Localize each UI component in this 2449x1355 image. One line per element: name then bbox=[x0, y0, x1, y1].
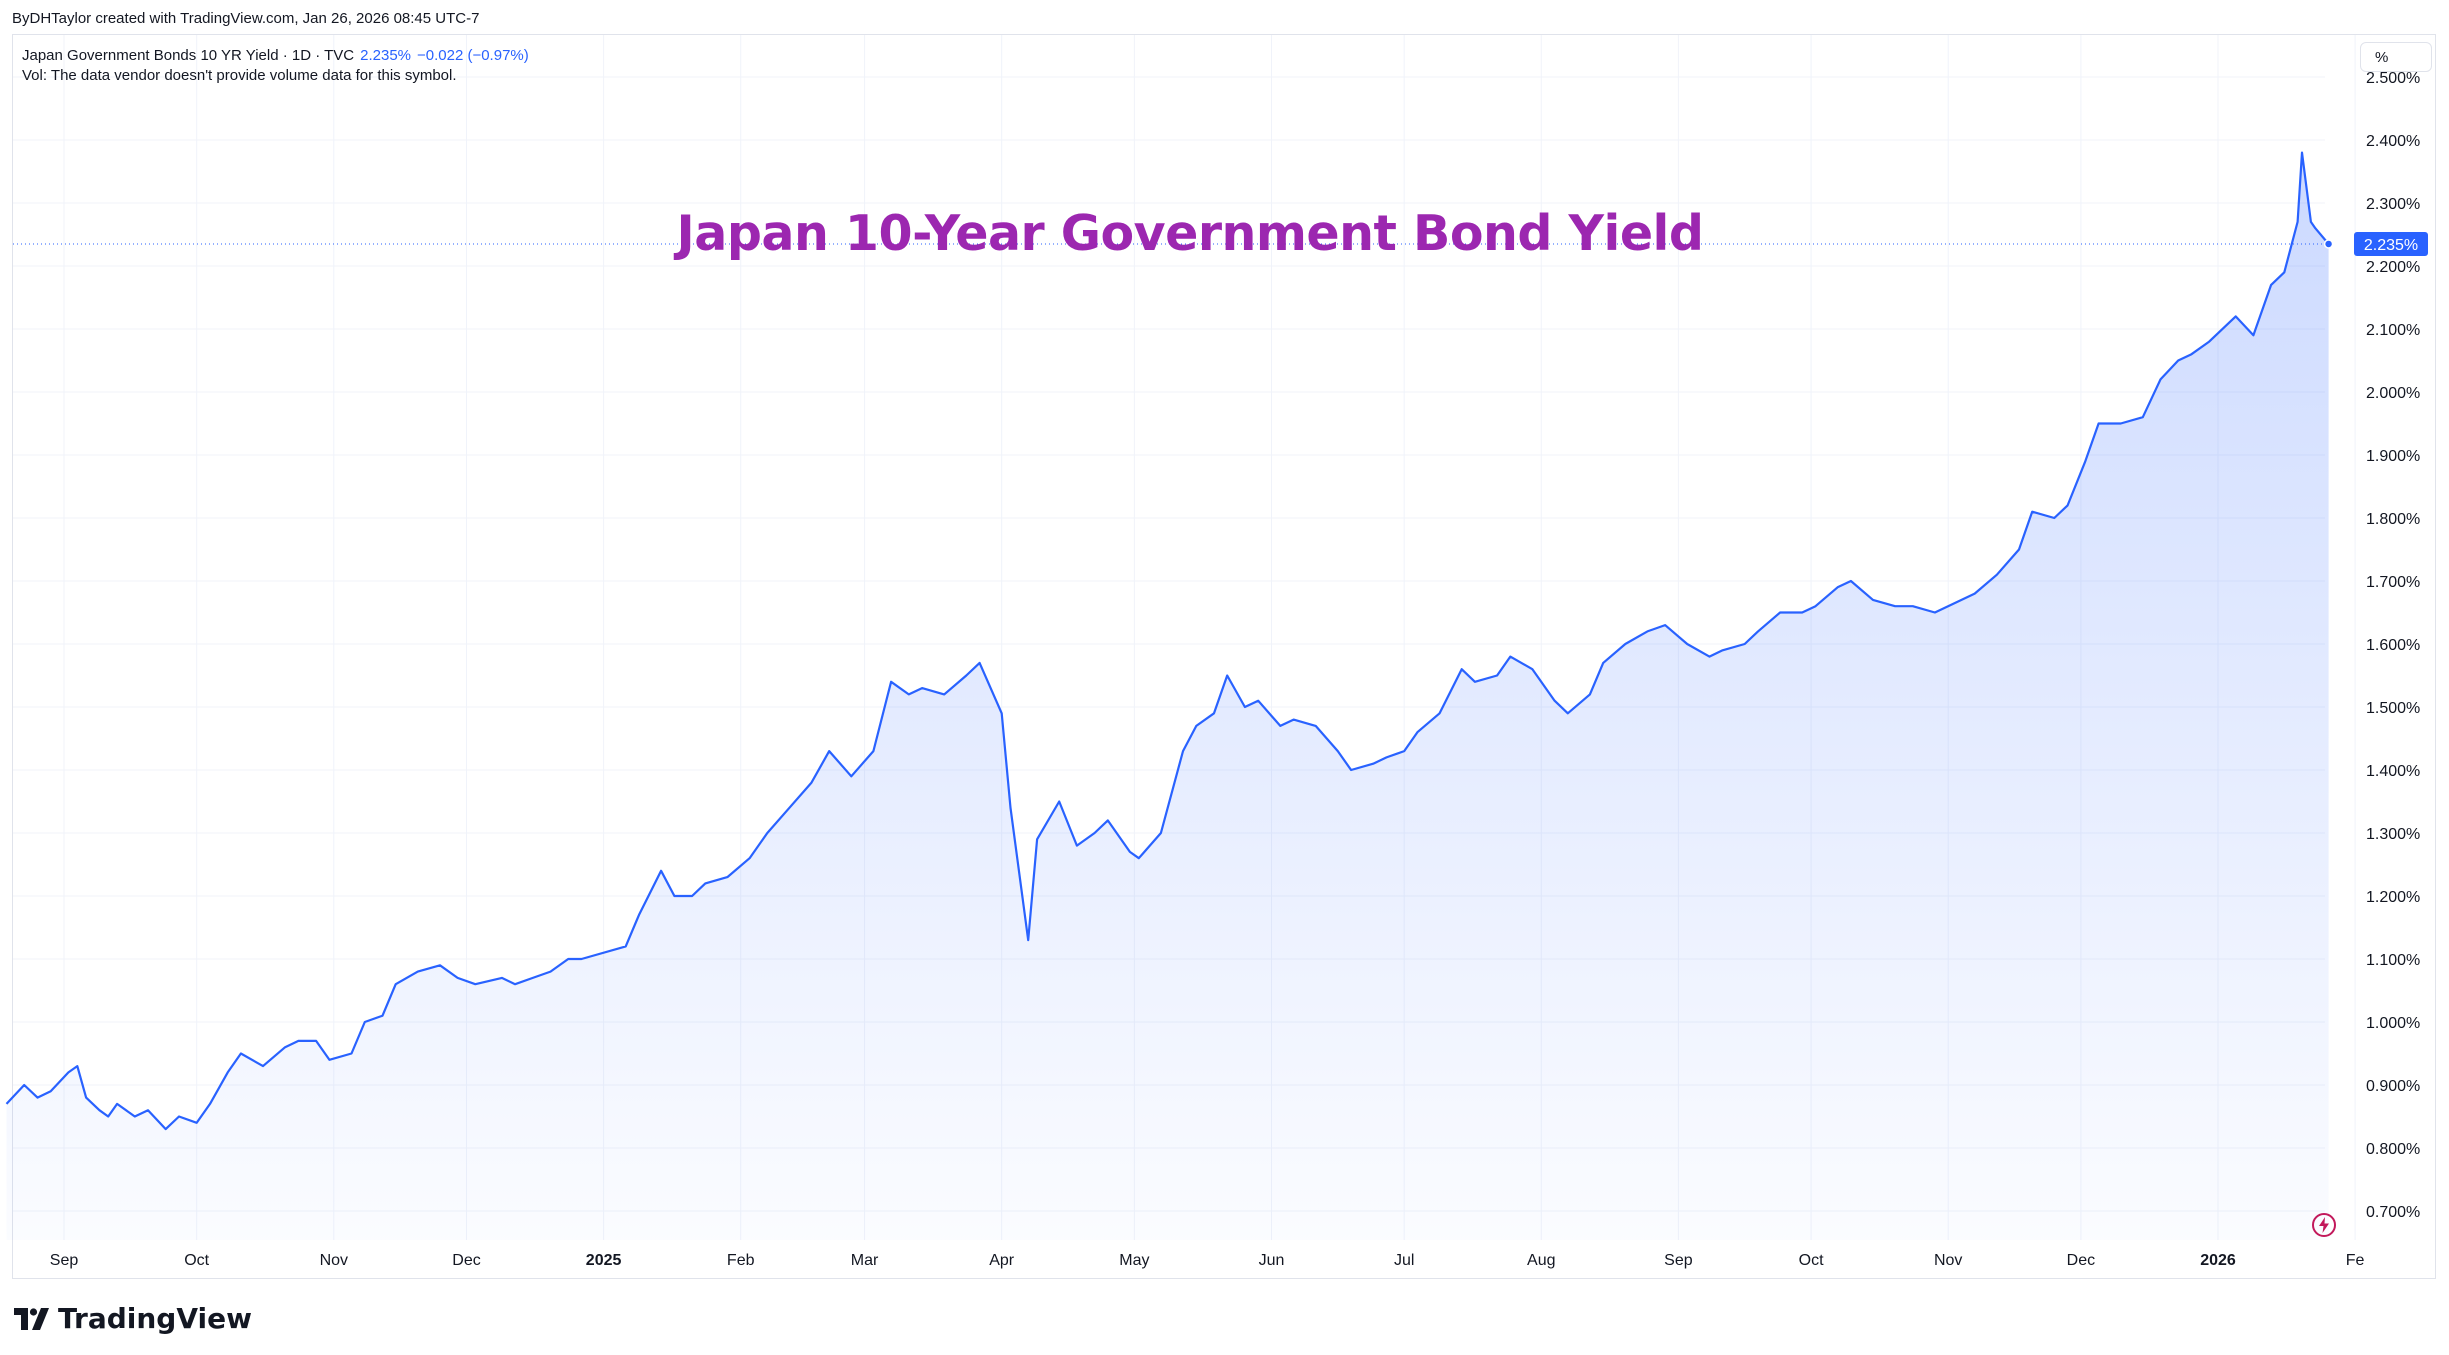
brand-name: TradingView bbox=[58, 1302, 252, 1335]
symbol-description[interactable]: Japan Government Bonds 10 YR Yield · 1D … bbox=[22, 47, 355, 64]
x-tick-label: Apr bbox=[989, 1252, 1015, 1269]
area-layer bbox=[5, 151, 2330, 1241]
tradingview-logo[interactable]: TradingView bbox=[14, 1302, 252, 1335]
chart-title: Japan 10-Year Government Bond Yield bbox=[676, 205, 1704, 262]
y-tick-label: 0.700% bbox=[2366, 1204, 2420, 1221]
y-tick-label: 2.100% bbox=[2366, 322, 2420, 339]
x-tick-label: Feb bbox=[727, 1252, 755, 1269]
x-tick-label: Dec bbox=[2067, 1252, 2095, 1269]
x-tick-label: May bbox=[1119, 1252, 1149, 1269]
x-tick-label: Fe bbox=[2346, 1252, 2365, 1269]
x-tick-label: Mar bbox=[851, 1252, 879, 1269]
y-tick-label: 0.800% bbox=[2366, 1141, 2420, 1158]
y-tick-label: 1.600% bbox=[2366, 637, 2420, 654]
x-tick-label: Oct bbox=[184, 1252, 209, 1269]
x-axis[interactable]: Sep Oct Nov Dec 2025 Feb Mar Apr May Jun Jul Aug Sep… bbox=[50, 1252, 2365, 1269]
y-tick-label: 1.200% bbox=[2366, 889, 2420, 906]
y-tick-label: 0.900% bbox=[2366, 1078, 2420, 1095]
y-tick-label: 1.400% bbox=[2366, 763, 2420, 780]
x-tick-label: Oct bbox=[1799, 1252, 1824, 1269]
x-tick-label: Nov bbox=[320, 1252, 348, 1269]
last-price-label: 2.235% bbox=[2364, 237, 2418, 254]
y-tick-label: 1.500% bbox=[2366, 700, 2420, 717]
y-tick-label: 1.300% bbox=[2366, 826, 2420, 843]
x-tick-label: Nov bbox=[1934, 1252, 1962, 1269]
last-price-badge bbox=[2354, 231, 2428, 256]
chart-credit: ByDHTaylor created with TradingView.com,… bbox=[12, 10, 480, 27]
y-tick-label: 2.300% bbox=[2366, 196, 2420, 213]
legend-price: 2.235% bbox=[360, 47, 411, 64]
yield-area-fill bbox=[6, 152, 2329, 1241]
y-tick-label: 2.500% bbox=[2366, 70, 2420, 87]
y-tick-label: 1.900% bbox=[2366, 448, 2420, 465]
y-tick-label: 2.000% bbox=[2366, 385, 2420, 402]
x-tick-label: Dec bbox=[452, 1252, 480, 1269]
yield-series-line[interactable] bbox=[5, 151, 2330, 1131]
x-tick-label: 2026 bbox=[2200, 1252, 2236, 1269]
x-tick-label: Sep bbox=[50, 1252, 79, 1269]
y-tick-label: 1.800% bbox=[2366, 511, 2420, 528]
x-tick-label: Aug bbox=[1527, 1252, 1555, 1269]
y-tick-label: 1.700% bbox=[2366, 574, 2420, 591]
x-tick-label: 2025 bbox=[586, 1252, 622, 1269]
legend-change: −0.022 (−0.97%) bbox=[417, 47, 529, 64]
last-price-layer: 2.235% bbox=[13, 231, 2428, 256]
tradingview-logo-icon bbox=[14, 1307, 49, 1330]
y-tick-label: 2.400% bbox=[2366, 133, 2420, 150]
price-scale-unit-button[interactable]: % bbox=[2360, 42, 2432, 72]
y-tick-label: 2.200% bbox=[2366, 259, 2420, 276]
x-tick-label: Sep bbox=[1664, 1252, 1693, 1269]
last-price-dot bbox=[2323, 239, 2334, 249]
chart-frame bbox=[12, 34, 2436, 1279]
y-tick-label: 1.100% bbox=[2366, 952, 2420, 969]
lightning-icon[interactable] bbox=[2311, 1212, 2337, 1238]
volume-note: Vol: The data vendor doesn't provide vol… bbox=[22, 67, 457, 84]
x-tick-label: Jul bbox=[1394, 1252, 1414, 1269]
y-tick-label: 1.000% bbox=[2366, 1015, 2420, 1032]
x-tick-label: Jun bbox=[1259, 1252, 1285, 1269]
chart-legend[interactable]: Japan Government Bonds 10 YR Yield · 1D … bbox=[22, 46, 529, 86]
y-axis[interactable]: 0.700% 0.800% 0.900% 1.000% 1.100% 1.200% 1.30… bbox=[2366, 70, 2420, 1221]
